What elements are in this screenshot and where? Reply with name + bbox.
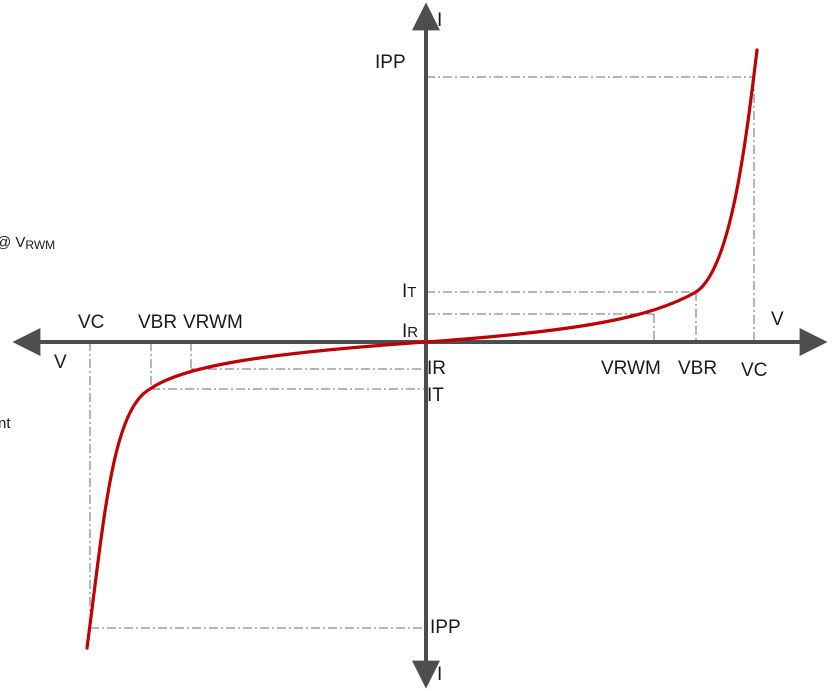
ir-label-positive: IR xyxy=(402,321,418,342)
iv-curve xyxy=(85,48,759,650)
vrwm-label-negative: VRWM xyxy=(183,312,243,333)
y-axis-label-bottom: I xyxy=(437,664,442,685)
guide-lines-negative xyxy=(89,342,426,629)
y-axis-label-top: I xyxy=(437,10,442,31)
vc-label-negative: VC xyxy=(78,312,104,333)
legend-fragment-line2: nt xyxy=(0,415,11,432)
ir-label-negative: IR xyxy=(427,358,446,379)
vbr-label-positive: VBR xyxy=(678,358,717,379)
axes xyxy=(12,2,828,689)
ipp-label-top: IPP xyxy=(375,52,406,73)
vbr-label-negative: VBR xyxy=(138,312,177,333)
legend-fragment-line1: @ VRWM xyxy=(0,234,55,252)
x-axis-label-right: V xyxy=(771,309,784,330)
it-label-positive: IT xyxy=(402,281,416,302)
it-label-negative: IT xyxy=(427,385,444,406)
guide-lines-positive xyxy=(426,76,755,342)
x-axis-label-left: V xyxy=(54,352,67,373)
ipp-label-bottom: IPP xyxy=(430,617,461,638)
vrwm-label-positive: VRWM xyxy=(601,358,661,379)
vc-label-positive: VC xyxy=(741,360,767,381)
